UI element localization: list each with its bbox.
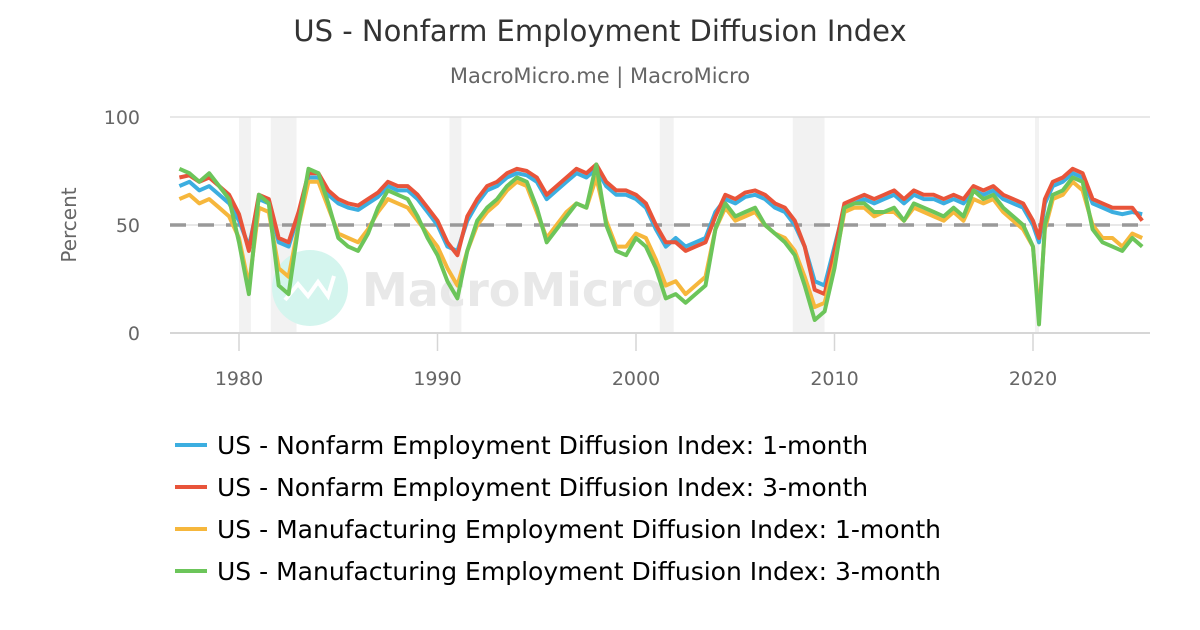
x-tick-label: 2010: [810, 368, 858, 390]
legend-label: US - Nonfarm Employment Diffusion Index:…: [217, 472, 869, 502]
legend-item-manufacturing-1m[interactable]: US - Manufacturing Employment Diffusion …: [175, 508, 941, 550]
chart-subtitle: MacroMicro.me | MacroMicro: [449, 64, 751, 88]
x-tick-label: 1980: [215, 368, 263, 390]
legend-item-manufacturing-3m[interactable]: US - Manufacturing Employment Diffusion …: [175, 550, 941, 592]
series-line-2: [178, 175, 1144, 318]
x-tick-label: 1990: [413, 368, 461, 390]
legend-swatch-icon: [175, 485, 207, 489]
series-line-1: [178, 162, 1144, 297]
legend-item-nonfarm-1m[interactable]: US - Nonfarm Employment Diffusion Index:…: [175, 424, 941, 466]
legend-label: US - Manufacturing Employment Diffusion …: [217, 556, 942, 586]
watermark-text: MacroMicro: [362, 263, 663, 317]
legend-label: US - Manufacturing Employment Diffusion …: [217, 514, 942, 544]
y-tick-label: 0: [128, 323, 140, 345]
legend-swatch-icon: [175, 569, 207, 573]
legend-label: US - Nonfarm Employment Diffusion Index:…: [217, 430, 869, 460]
legend-swatch-icon: [175, 443, 207, 447]
series-line-3: [178, 162, 1144, 327]
series-lines: [178, 162, 1144, 327]
legend-item-nonfarm-3m[interactable]: US - Nonfarm Employment Diffusion Index:…: [175, 466, 941, 508]
watermark-chart-icon: [283, 275, 336, 302]
legend: US - Nonfarm Employment Diffusion Index:…: [175, 424, 941, 592]
y-tick-label: 50: [116, 215, 140, 237]
series-line-0: [178, 166, 1143, 288]
legend-swatch-icon: [175, 527, 207, 531]
y-axis-ticks: 100 50 0: [104, 107, 140, 345]
y-tick-label: 100: [104, 107, 140, 129]
x-axis-ticks: 1980 1990 2000 2010 2020: [215, 333, 1057, 390]
watermark: MacroMicro: [272, 250, 663, 326]
x-tick-label: 2000: [612, 368, 660, 390]
x-tick-label: 2020: [1009, 368, 1057, 390]
y-axis-label: Percent: [57, 187, 81, 262]
chart-title: US - Nonfarm Employment Diffusion Index: [293, 14, 907, 48]
